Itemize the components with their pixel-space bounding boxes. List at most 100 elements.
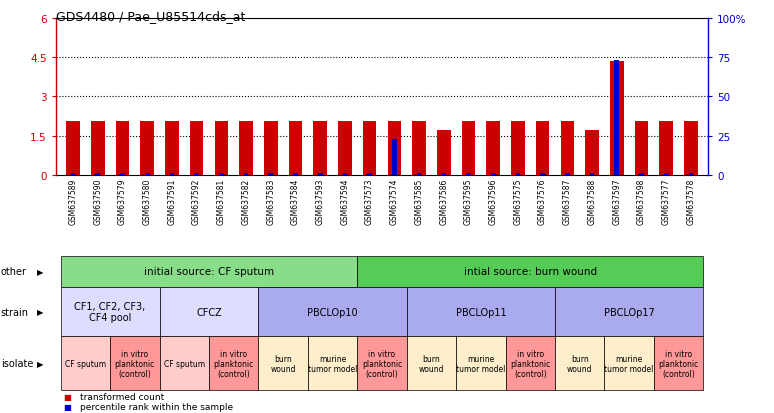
- Text: GSM637586: GSM637586: [440, 178, 448, 224]
- Bar: [91, 122, 104, 176]
- Text: CFCZ: CFCZ: [196, 307, 222, 317]
- Text: GSM637574: GSM637574: [390, 178, 399, 224]
- Text: GSM637575: GSM637575: [513, 178, 522, 224]
- Text: GSM637594: GSM637594: [341, 178, 349, 224]
- Text: initial source: CF sputum: initial source: CF sputum: [144, 266, 274, 277]
- Bar: [313, 122, 327, 176]
- Bar: [413, 122, 426, 176]
- Text: GSM637583: GSM637583: [266, 178, 276, 224]
- Text: murine
tumor model: murine tumor model: [604, 354, 654, 373]
- Bar: [194, 174, 199, 176]
- Text: GSM637578: GSM637578: [687, 178, 695, 224]
- Bar: [437, 131, 450, 176]
- Text: GSM637591: GSM637591: [167, 178, 176, 224]
- Text: GSM637587: GSM637587: [563, 178, 572, 224]
- Bar: [190, 122, 204, 176]
- Text: GSM637598: GSM637598: [637, 178, 646, 224]
- Text: strain: strain: [1, 307, 29, 317]
- Bar: [461, 122, 475, 176]
- Bar: [120, 174, 125, 176]
- Text: GSM637585: GSM637585: [415, 178, 423, 224]
- Text: burn
wound: burn wound: [567, 354, 592, 373]
- Bar: [560, 122, 574, 176]
- Bar: [639, 174, 644, 176]
- Text: GSM637577: GSM637577: [662, 178, 671, 224]
- Bar: [67, 122, 80, 176]
- Text: ▶: ▶: [37, 359, 43, 368]
- Bar: [165, 122, 179, 176]
- Text: murine
tumor model: murine tumor model: [456, 354, 505, 373]
- Bar: [684, 122, 697, 176]
- Text: percentile rank within the sample: percentile rank within the sample: [80, 402, 234, 411]
- Text: in vitro
planktonic
(control): in vitro planktonic (control): [361, 349, 402, 377]
- Bar: [565, 174, 570, 176]
- Bar: [289, 122, 303, 176]
- Bar: [367, 174, 372, 176]
- Bar: [318, 174, 323, 176]
- Bar: [140, 122, 154, 176]
- Text: ▶: ▶: [37, 307, 43, 316]
- Bar: [416, 174, 421, 176]
- Bar: [590, 174, 594, 176]
- Bar: [491, 174, 495, 176]
- Bar: [269, 174, 273, 176]
- Text: GSM637595: GSM637595: [464, 178, 473, 224]
- Bar: [239, 122, 253, 176]
- Bar: [170, 174, 174, 176]
- Bar: [70, 174, 75, 176]
- Bar: [219, 174, 224, 176]
- Text: GDS4480 / Pae_U85514cds_at: GDS4480 / Pae_U85514cds_at: [56, 10, 245, 23]
- Text: murine
tumor model: murine tumor model: [308, 354, 358, 373]
- Bar: [635, 122, 649, 176]
- Bar: [343, 174, 348, 176]
- Bar: [689, 174, 694, 176]
- Text: ■: ■: [63, 402, 71, 411]
- Bar: [659, 122, 673, 176]
- Bar: [388, 122, 401, 176]
- Text: PBCLOp17: PBCLOp17: [604, 307, 655, 317]
- Bar: [515, 174, 520, 176]
- Bar: [540, 174, 545, 176]
- Bar: [363, 122, 376, 176]
- Text: in vitro
planktonic
(control): in vitro planktonic (control): [115, 349, 155, 377]
- Text: PBCLOp10: PBCLOp10: [307, 307, 358, 317]
- Text: in vitro
planktonic
(control): in vitro planktonic (control): [510, 349, 550, 377]
- Text: ▶: ▶: [37, 267, 43, 276]
- Text: CF sputum: CF sputum: [65, 359, 106, 368]
- Bar: [466, 174, 471, 176]
- Bar: [95, 174, 100, 176]
- Bar: [264, 122, 278, 176]
- Text: CF1, CF2, CF3,
CF4 pool: CF1, CF2, CF3, CF4 pool: [74, 301, 146, 322]
- Text: burn
wound: burn wound: [419, 354, 444, 373]
- Text: transformed count: transformed count: [80, 392, 165, 401]
- Bar: [392, 140, 397, 176]
- Text: GSM637580: GSM637580: [142, 178, 152, 224]
- Bar: [610, 62, 624, 176]
- Text: other: other: [1, 266, 27, 277]
- Text: GSM637579: GSM637579: [118, 178, 127, 224]
- Bar: [511, 122, 525, 176]
- Bar: [214, 122, 228, 176]
- Bar: [585, 131, 599, 176]
- Bar: [664, 174, 669, 176]
- Text: GSM637584: GSM637584: [291, 178, 300, 224]
- Text: in vitro
planktonic
(control): in vitro planktonic (control): [659, 349, 699, 377]
- Bar: [486, 122, 500, 176]
- Text: GSM637590: GSM637590: [93, 178, 102, 224]
- Text: GSM637592: GSM637592: [192, 178, 201, 224]
- Bar: [441, 174, 446, 176]
- Text: GSM637582: GSM637582: [241, 178, 251, 224]
- Text: in vitro
planktonic
(control): in vitro planktonic (control): [214, 349, 254, 377]
- Text: GSM637589: GSM637589: [69, 178, 77, 224]
- Text: GSM637573: GSM637573: [365, 178, 374, 224]
- Bar: [244, 174, 248, 176]
- Bar: [115, 122, 129, 176]
- Text: GSM637597: GSM637597: [612, 178, 622, 224]
- Text: PBCLOp11: PBCLOp11: [456, 307, 506, 317]
- Text: isolate: isolate: [1, 358, 33, 368]
- Text: ■: ■: [63, 392, 71, 401]
- Text: GSM637593: GSM637593: [316, 178, 324, 224]
- Text: GSM637576: GSM637576: [538, 178, 547, 224]
- Text: GSM637596: GSM637596: [488, 178, 498, 224]
- Bar: [145, 174, 149, 176]
